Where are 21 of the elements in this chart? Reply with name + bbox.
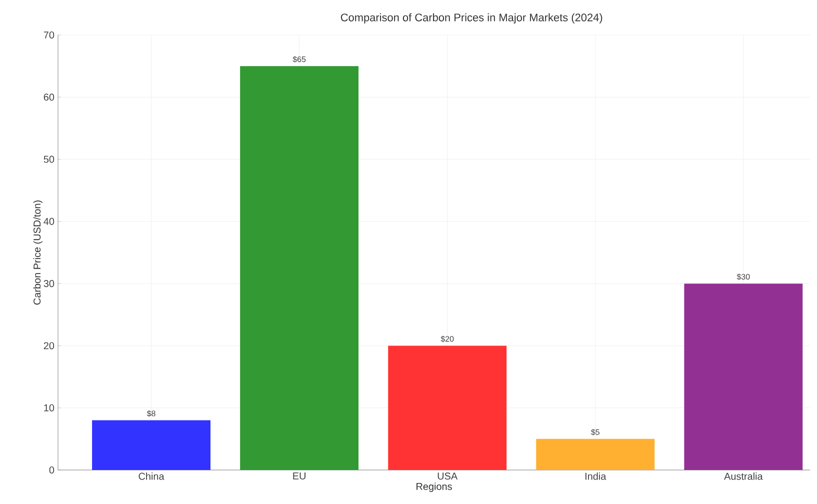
y-tick-label: 20 xyxy=(44,342,54,350)
x-tick-label: China xyxy=(138,472,164,480)
y-axis-title: Carbon Price (USD/ton) xyxy=(33,200,43,305)
y-tick-label: 10 xyxy=(44,404,54,412)
bar xyxy=(536,438,655,470)
bar xyxy=(92,420,210,470)
bar xyxy=(240,66,359,470)
x-axis-title: Regions xyxy=(416,482,452,492)
y-tick-label: 50 xyxy=(44,156,54,163)
bar xyxy=(388,346,507,470)
x-tick-label: Australia xyxy=(724,472,763,480)
y-tick-label: 0 xyxy=(49,466,54,474)
x-tick-label: EU xyxy=(293,472,306,480)
x-tick-label: USA xyxy=(438,472,458,480)
y-tick-label: 30 xyxy=(44,280,54,288)
bar xyxy=(684,284,803,470)
chart-title: Comparison of Carbon Prices in Major Markets (2024) xyxy=(340,13,602,24)
y-tick-label: 40 xyxy=(44,218,54,225)
x-tick-label: India xyxy=(585,472,606,480)
y-tick-label: 60 xyxy=(44,94,54,101)
y-tick-label: 70 xyxy=(44,31,54,39)
